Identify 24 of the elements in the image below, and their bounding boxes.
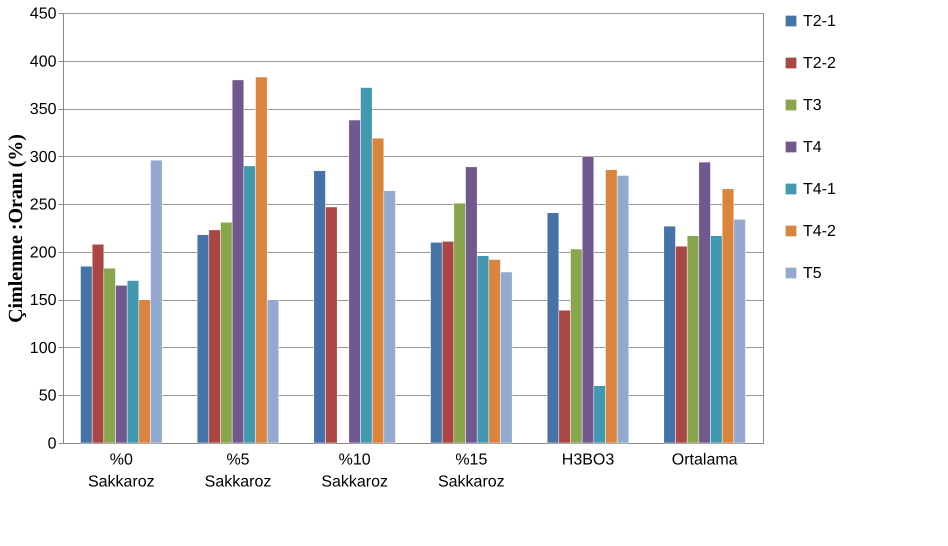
y-tick-label: 350 — [30, 101, 57, 118]
legend-label: T2-2 — [803, 55, 836, 72]
legend-label: T4-2 — [803, 223, 836, 240]
y-tick-label: 250 — [30, 196, 57, 214]
y-tick-label: 50 — [38, 388, 57, 405]
y-tick-label: 100 — [30, 340, 57, 357]
legend-label: T3 — [803, 97, 822, 114]
y-axis-title: Çimlenme :Oranı (%) — [4, 134, 27, 323]
legend-label: T4 — [803, 139, 822, 156]
x-tick-label: %5 Sakkaroz — [204, 452, 272, 490]
y-tick-label: 150 — [30, 292, 57, 310]
y-tick-label: 200 — [30, 244, 57, 262]
legend-label: T5 — [803, 265, 822, 282]
x-tick-label: %10 Sakkaroz — [321, 452, 388, 490]
y-tick-label: 400 — [30, 53, 57, 70]
legend-label: T2-1 — [803, 13, 836, 30]
y-tick-label: 450 — [30, 6, 57, 22]
x-tick-label: Ortalama — [672, 452, 738, 468]
y-tick-label: 0 — [48, 436, 57, 452]
x-tick-label: %15 Sakkaroz — [438, 452, 505, 490]
x-tick-label: %0 Sakkaroz — [88, 452, 155, 490]
x-tick-label: H3BO3 — [562, 452, 614, 468]
legend-label: T4-1 — [803, 181, 836, 198]
y-tick-label: 300 — [30, 148, 57, 166]
